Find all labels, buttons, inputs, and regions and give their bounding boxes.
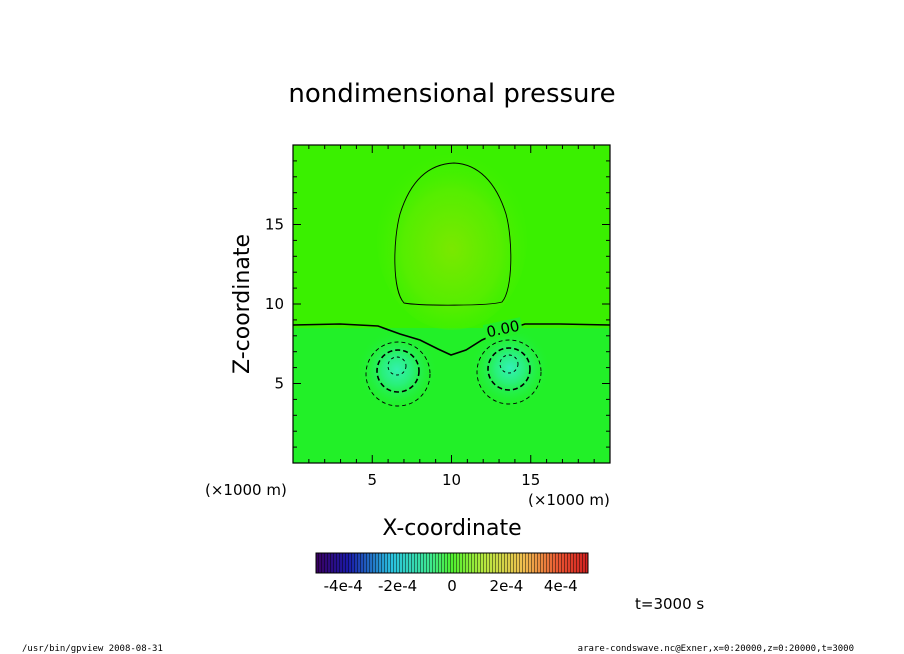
- footer-right: arare-condswave.nc@Exner,x=0:20000,z=0:2…: [578, 644, 854, 654]
- x-unit-label: (×1000 m): [528, 491, 610, 509]
- x-tick-labels: 5 10 15: [367, 471, 540, 489]
- left-vortex-shade: [355, 328, 439, 412]
- right-inner-contour: [499, 354, 519, 374]
- colorbar-frame: [315, 552, 589, 574]
- right-vortex-shade: [468, 326, 552, 410]
- chart-title: nondimensional pressure: [288, 79, 615, 109]
- y-unit-label: (×1000 m): [205, 481, 287, 499]
- footer-left: /usr/bin/gpview 2008-08-31: [22, 644, 163, 654]
- colorbar-tick-label: -2e-4: [378, 577, 417, 595]
- x-tick-label: 10: [442, 471, 461, 489]
- colorbar-tick-label: -4e-4: [324, 577, 363, 595]
- y-tick-labels: 5 10 15: [265, 216, 284, 393]
- plot-area: [293, 145, 610, 463]
- colorbar: -4e-4 -2e-4 0 2e-4 4e-4: [315, 552, 589, 595]
- right-mid-contour: [487, 347, 531, 391]
- colorbar-tick-labels: -4e-4 -2e-4 0 2e-4 4e-4: [324, 577, 578, 595]
- colorbar-tick-label: 0: [447, 577, 457, 595]
- x-tick-label: 15: [521, 471, 540, 489]
- left-mid-contour: [376, 349, 420, 393]
- x-tick-label: 5: [367, 471, 377, 489]
- x-axis-label: X-coordinate: [382, 516, 521, 541]
- colorbar-tick-label: 4e-4: [544, 577, 578, 595]
- left-outer-contour: [365, 341, 431, 407]
- bubble-contour: [394, 162, 512, 306]
- y-axis-label: Z-coordinate: [230, 234, 255, 374]
- colorbar-tick-label: 2e-4: [490, 577, 524, 595]
- warm-bubble-shade: [377, 150, 527, 330]
- y-tick-label: 5: [274, 375, 284, 393]
- time-label: t=3000 s: [635, 595, 704, 613]
- axis-ticks: [293, 145, 610, 463]
- y-tick-label: 10: [265, 295, 284, 313]
- contour-label-bg: [482, 317, 524, 341]
- colorbar-levels: [316, 553, 588, 573]
- y-tick-label: 15: [265, 216, 284, 234]
- right-outer-contour: [476, 339, 542, 405]
- lower-field: [293, 328, 610, 463]
- left-inner-contour: [387, 356, 407, 376]
- zero-contour: [293, 323, 610, 356]
